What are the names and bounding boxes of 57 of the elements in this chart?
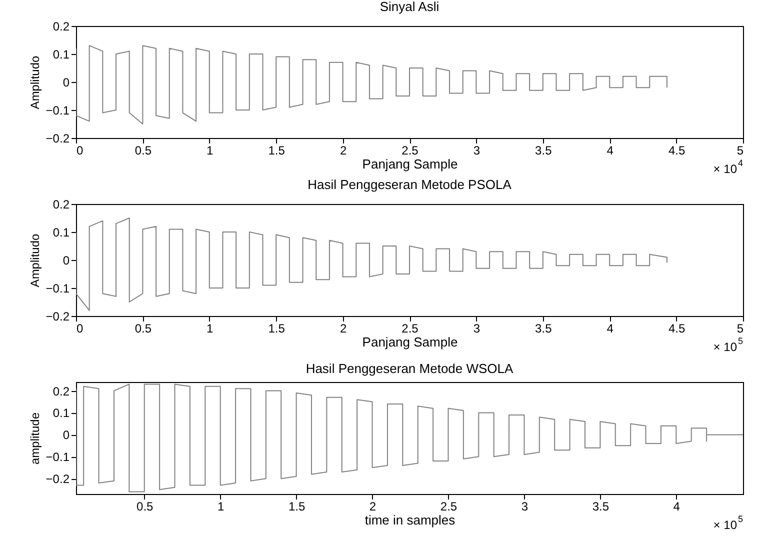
chart-title: Hasil Penggeseran Metode PSOLA	[308, 177, 512, 192]
x-tick-label: 2.5	[440, 500, 458, 514]
x-tick-label: 0	[76, 322, 84, 336]
x-tick-label: 2.5	[402, 144, 419, 158]
y-tick-label: 0.2	[52, 198, 70, 212]
y-axis-title: Amplitudo	[28, 234, 42, 288]
y-axis-title: Amplitudo	[28, 56, 42, 110]
y-tick-label: 0.1	[52, 406, 70, 420]
x-tick-label: 1.5	[268, 322, 286, 336]
x-tick-label: 1.5	[268, 144, 286, 158]
y-axis-title: amplitude	[28, 412, 42, 465]
y-tick-label: 0.2	[52, 20, 70, 34]
x-tick-label: 1.5	[288, 500, 306, 514]
y-tick-label: −0.2	[46, 310, 70, 324]
x-tick-label: 5	[736, 144, 744, 158]
x-tick-label: 0.5	[134, 322, 152, 336]
x-axis-title: Panjang Sample	[362, 156, 458, 172]
y-tick-label: 0	[62, 76, 70, 90]
x-tick-label: 4	[606, 322, 614, 336]
x-tick-label: 1	[206, 322, 214, 336]
y-tick-label: −0.1	[46, 450, 70, 464]
x-tick-label: 0.5	[134, 144, 152, 158]
x-tick-label: 3	[521, 500, 528, 514]
x-tick-label: 0.5	[136, 500, 154, 514]
y-tick-label: −0.1	[46, 282, 70, 296]
x-tick-label: 4	[673, 500, 680, 514]
x-tick-label: 3.5	[592, 500, 610, 514]
x-tick-label: 4	[606, 144, 614, 158]
y-tick-label: 0.2	[52, 384, 70, 398]
x-tick-label: 3	[473, 144, 480, 158]
y-tick-label: −0.2	[46, 132, 70, 146]
x-tick-label: 1	[217, 500, 224, 514]
x-tick-label: 0	[76, 144, 84, 158]
line-series	[76, 218, 668, 311]
x-tick-label: 2	[340, 144, 347, 158]
y-tick-label: 0	[62, 428, 70, 442]
x-axis-title: Panjang Sample	[362, 334, 458, 350]
y-tick-label: −0.2	[46, 472, 70, 486]
x-axis-title: time in samples	[364, 512, 456, 528]
x-tick-label: 3	[473, 322, 480, 336]
x-tick-label: 4.5	[668, 322, 686, 336]
line-series	[76, 45, 668, 124]
y-tick-label: 0	[62, 254, 70, 268]
x-tick-label: 2	[340, 322, 347, 336]
x-tick-label: 5	[736, 322, 744, 336]
x-tick-label: 1	[206, 144, 214, 158]
line-series	[76, 384, 743, 492]
x-tick-label: 2	[369, 500, 376, 514]
chart-title: Sinyal Asli	[380, 0, 440, 14]
y-tick-label: −0.1	[46, 104, 70, 118]
chart-title: Hasil Penggeseran Metode WSOLA	[306, 361, 514, 376]
x-tick-label: 3.5	[535, 322, 552, 336]
x-tick-label: 3.5	[535, 144, 552, 158]
x-tick-label: 2.5	[402, 322, 419, 336]
x-tick-label: 4.5	[668, 144, 686, 158]
y-tick-label: 0.1	[52, 226, 70, 240]
y-tick-label: 0.1	[52, 48, 70, 62]
